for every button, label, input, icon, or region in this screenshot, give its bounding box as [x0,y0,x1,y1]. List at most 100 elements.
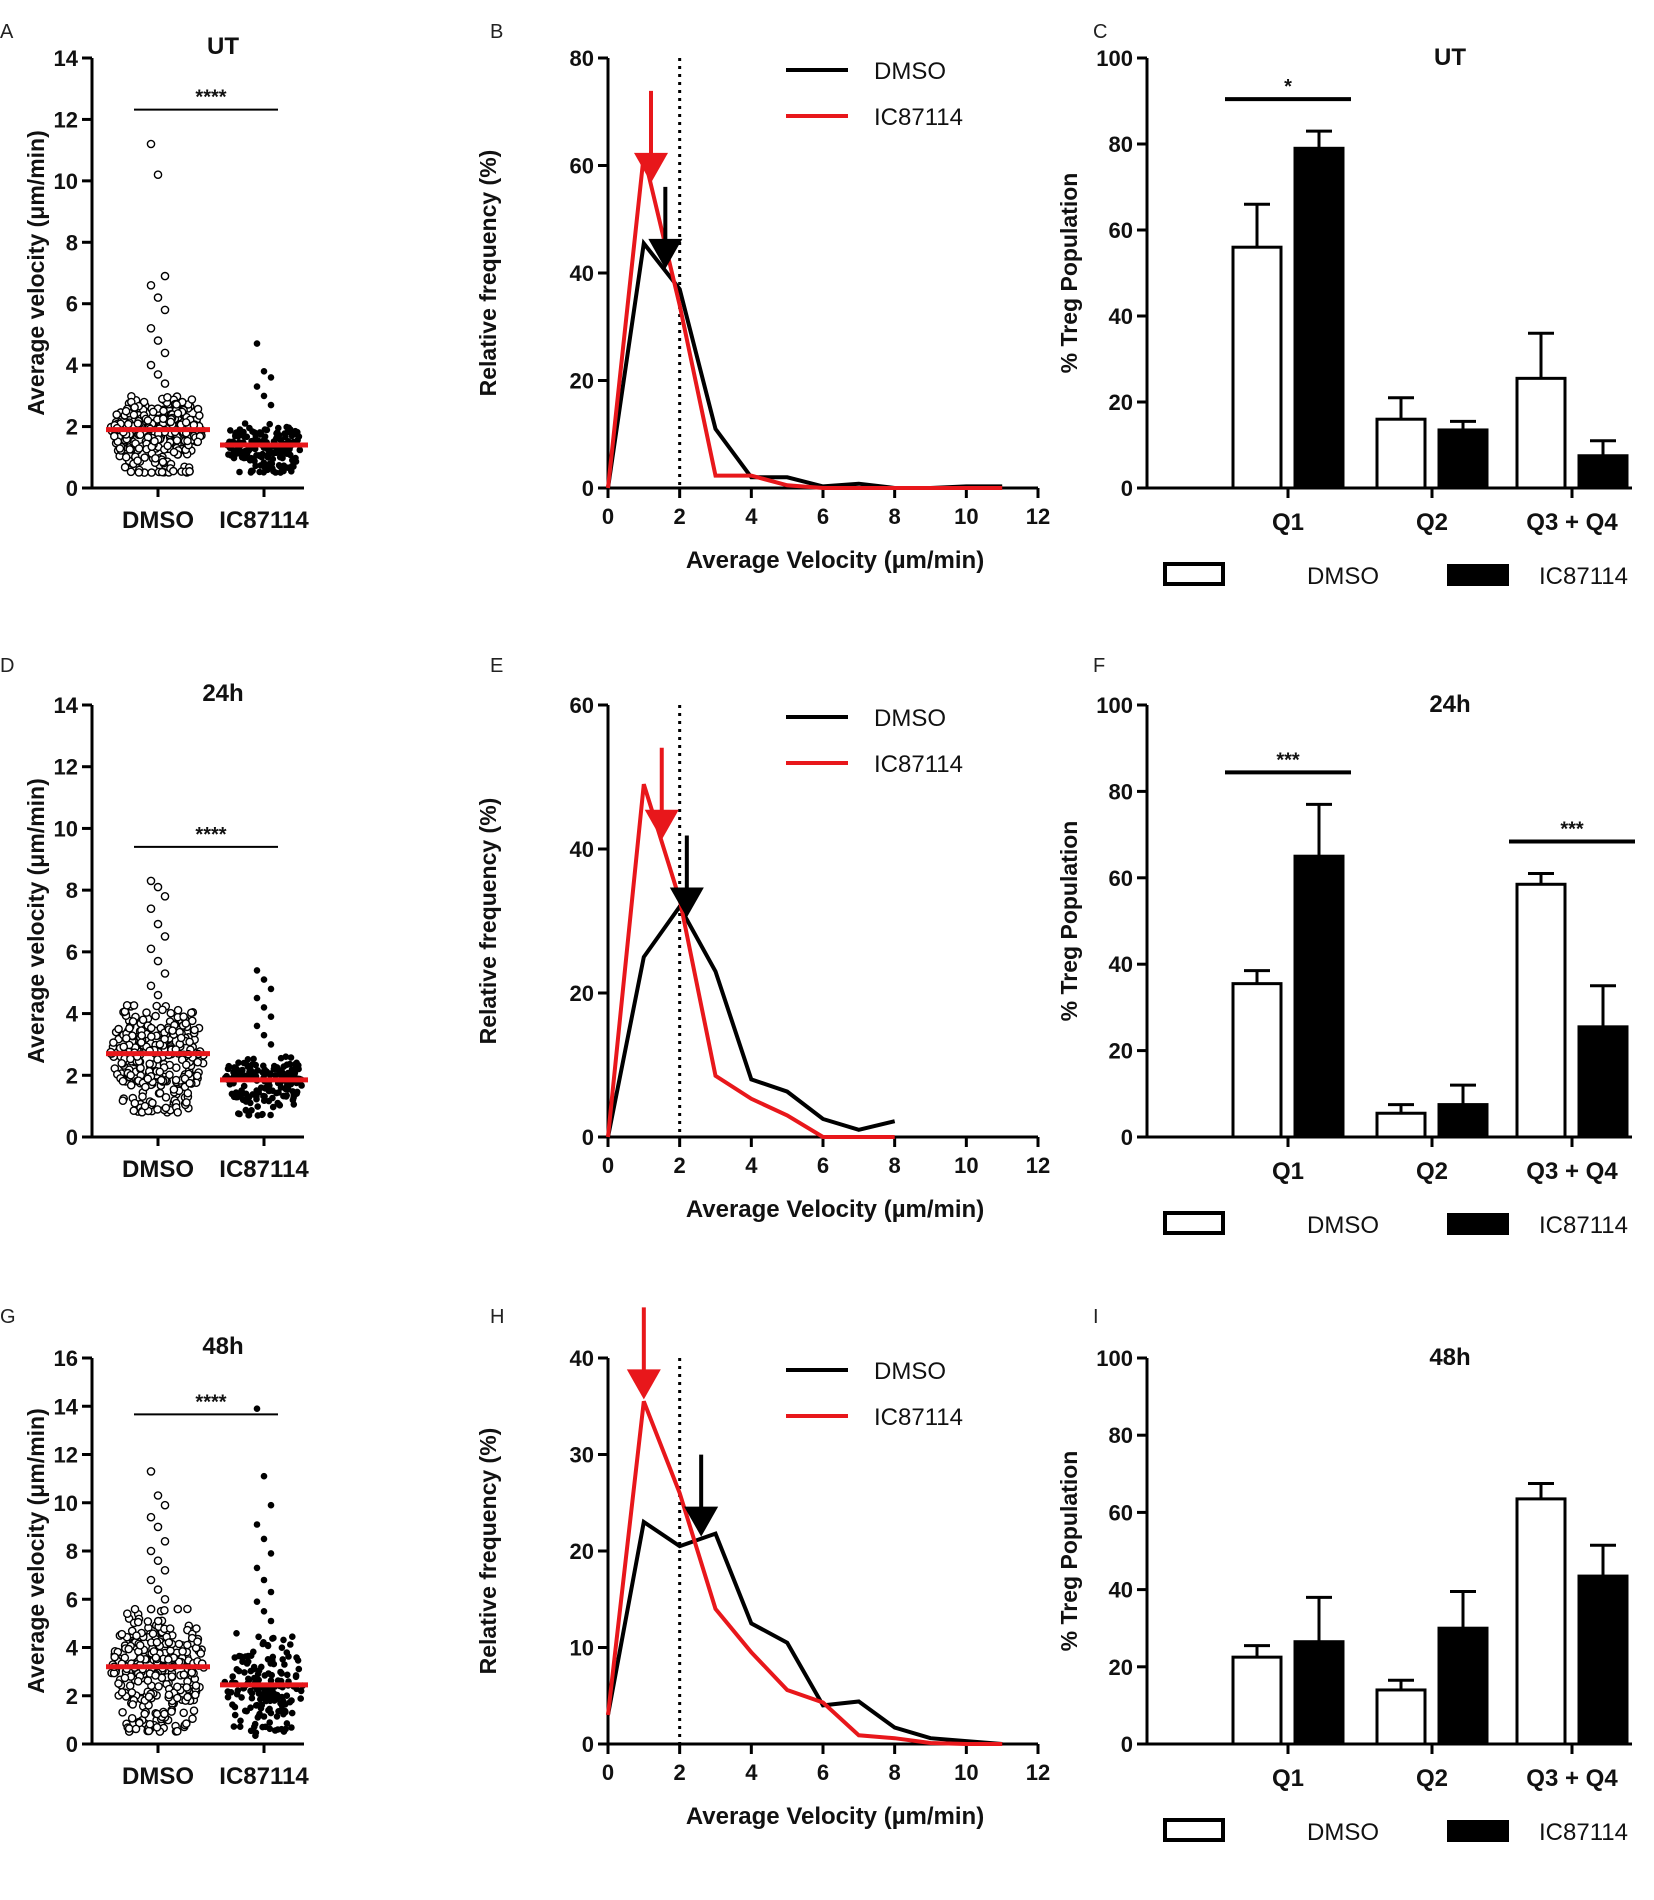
data-point [280,1728,288,1735]
panel-H: 0 10 20 30 40 0 2 4 6 8 10 12 Average Velocity (µm/m… [475,1307,1050,1830]
panel-C-legend-swatch-dmso [1163,562,1225,586]
data-point [259,1693,266,1701]
panel-F-y-tick-label: 80 [1109,779,1133,804]
panel-B-x-tick-label: 6 [817,504,829,529]
data-point [250,1723,258,1730]
data-point [196,1649,206,1658]
data-point [140,453,149,462]
panel-C-y-tick-label: 80 [1109,132,1133,157]
panel-F-category-label: Q2 [1416,1158,1448,1185]
data-point [153,1055,162,1064]
data-point [161,1093,171,1102]
data-point [174,1639,184,1649]
data-point [235,1667,243,1675]
panel-B-y-tick-label: 80 [570,46,594,71]
data-point [181,418,191,427]
outlier-point [267,401,275,409]
data-point [165,1070,174,1080]
data-point [193,437,203,447]
data-point [193,1637,202,1646]
data-point [266,1725,274,1733]
data-point [183,1604,192,1614]
panel-E-arrow-head-ic87114 [644,809,679,840]
data-point [151,453,160,463]
data-point [279,454,286,462]
data-point [234,1110,242,1117]
data-point [126,1080,136,1090]
panel-F-category-label: Q3 + Q4 [1526,1158,1618,1185]
outlier-point [146,1575,156,1585]
outlier-point [146,981,156,991]
data-point [266,420,274,428]
panel-D: 0 2 4 6 8 10 12 14 Average velocity (μm/min) DMSO… [23,680,309,1183]
panel-F-y-tick-label: 60 [1109,866,1133,891]
panel-B-x-tick-label: 2 [674,504,686,529]
data-point [167,1672,177,1681]
panel-H-y-tick-label: 30 [570,1443,594,1468]
data-point [231,1703,239,1711]
outlier-point [253,994,261,1002]
data-point [289,1096,297,1104]
panel-H-x-tick-label: 4 [745,1760,758,1785]
data-point [169,447,179,457]
data-point [143,1617,153,1626]
data-point [293,1059,300,1067]
panel-E-series-line-dmso [606,902,896,1138]
panel-E-x-tick-label: 8 [889,1153,901,1178]
panel-B-y-tick-label: 0 [582,476,594,501]
outlier-point [260,1031,268,1039]
data-point [268,1671,276,1679]
panel-H-arrow-head-dmso [684,1506,719,1537]
panel-G-category-label: DMSO [122,1763,194,1790]
data-point [290,463,297,470]
panel-D-y-tick-label: 0 [66,1125,78,1150]
data-point [236,1723,244,1730]
data-point [247,1704,254,1711]
panel-I-bar-ic87114 [1437,1626,1489,1746]
data-point [112,410,121,419]
outlier-point [146,1512,156,1522]
panel-A-y-axis-label: Average velocity (μm/min) [23,130,49,415]
data-point [278,1693,286,1701]
data-point [151,1011,160,1021]
data-point [130,403,139,412]
panel-G-title: 48h [202,1333,243,1360]
outlier-point [146,1546,156,1556]
panel-D-title: 24h [202,680,243,707]
panel-C-bar-dmso [1231,245,1283,490]
data-point [281,430,289,437]
data-point [172,400,181,409]
data-point [160,1606,169,1615]
data-point [132,1631,141,1640]
data-point [158,457,168,467]
panel-H-y-tick-label: 40 [570,1346,594,1371]
panel-I-bar-ic87114 [1293,1640,1345,1746]
panel-B-y-tick-label: 60 [570,154,594,179]
data-point [283,1671,291,1679]
panel-F-bar-ic87114 [1293,854,1345,1139]
data-point [159,406,168,416]
data-point [144,1692,154,1701]
data-point [265,1087,273,1095]
panel-H-x-tick-label: 6 [817,1760,829,1785]
panel-G-points-ic87114 [221,1405,306,1739]
data-point [139,397,149,407]
data-point [261,1686,268,1694]
data-point [244,1675,252,1683]
data-point [126,1054,135,1064]
data-point [145,1719,155,1729]
data-point [164,1638,174,1647]
data-point [240,432,248,440]
data-point [282,1053,290,1060]
outlier-point [146,323,156,333]
outlier-point [160,305,170,315]
panel-A-y-tick-label: 12 [54,107,78,132]
data-point [152,1723,162,1732]
data-point [255,1667,263,1674]
data-point [292,458,300,465]
data-point [247,1687,254,1695]
data-point [266,1686,274,1693]
panel-I-category-label: Q3 + Q4 [1526,1765,1618,1792]
data-point [278,1644,286,1651]
